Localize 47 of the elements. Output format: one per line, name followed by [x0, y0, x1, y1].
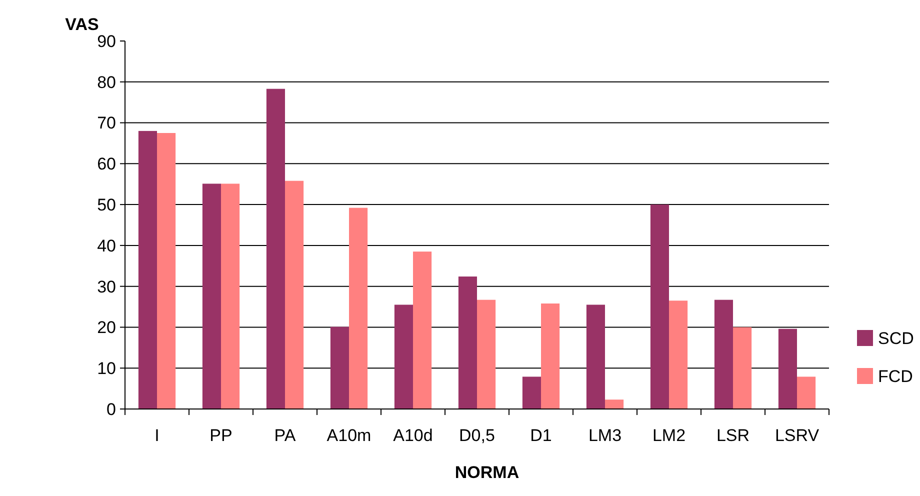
- bar: [413, 252, 432, 409]
- x-tick-label: LM2: [652, 426, 686, 445]
- legend-label: FCD: [878, 366, 913, 386]
- y-tick-label: 80: [97, 72, 116, 92]
- x-axis-title: NORMA: [454, 463, 520, 482]
- y-tick-label: 30: [97, 277, 116, 296]
- bar: [669, 300, 688, 409]
- x-tick-label: LSR: [716, 426, 750, 445]
- bar: [605, 400, 624, 409]
- bar: [349, 208, 368, 409]
- y-tick-label: 10: [97, 359, 116, 378]
- y-tick-label: 90: [97, 32, 116, 51]
- bar: [586, 304, 605, 409]
- bar: [522, 376, 541, 409]
- bar: [138, 130, 157, 409]
- y-tick-label: 20: [97, 318, 116, 338]
- bar: [650, 204, 669, 409]
- bar: [330, 326, 349, 409]
- legend-label: SCD: [878, 328, 914, 348]
- bar: [778, 328, 797, 409]
- x-tick-label: LM3: [588, 426, 622, 445]
- y-tick-label: 50: [97, 196, 116, 215]
- bar: [714, 300, 733, 409]
- bar: [394, 304, 413, 409]
- bar: [733, 327, 752, 409]
- bar: [157, 133, 176, 409]
- x-tick-label: D0,5: [459, 426, 495, 445]
- bar: [266, 88, 285, 409]
- x-tick-label: I: [154, 426, 160, 445]
- bar: [221, 184, 240, 409]
- bar: [797, 376, 816, 409]
- x-tick-label: LSRV: [774, 426, 820, 445]
- x-tick-label: PA: [274, 426, 296, 445]
- y-tick-label: 0: [106, 400, 116, 419]
- y-axis-title: VAS: [65, 15, 99, 34]
- bar: [541, 304, 560, 409]
- y-tick-label: 60: [97, 154, 116, 174]
- bar: [285, 180, 304, 409]
- bar: [202, 184, 221, 409]
- y-tick-label: 40: [97, 236, 116, 256]
- y-tick-label: 70: [97, 114, 116, 133]
- x-tick-label: D1: [530, 426, 552, 445]
- bar: [477, 300, 496, 409]
- bar: [458, 276, 477, 409]
- x-tick-label: A10d: [393, 426, 433, 445]
- x-tick-label: PP: [210, 426, 232, 445]
- x-tick-label: A10m: [326, 426, 372, 445]
